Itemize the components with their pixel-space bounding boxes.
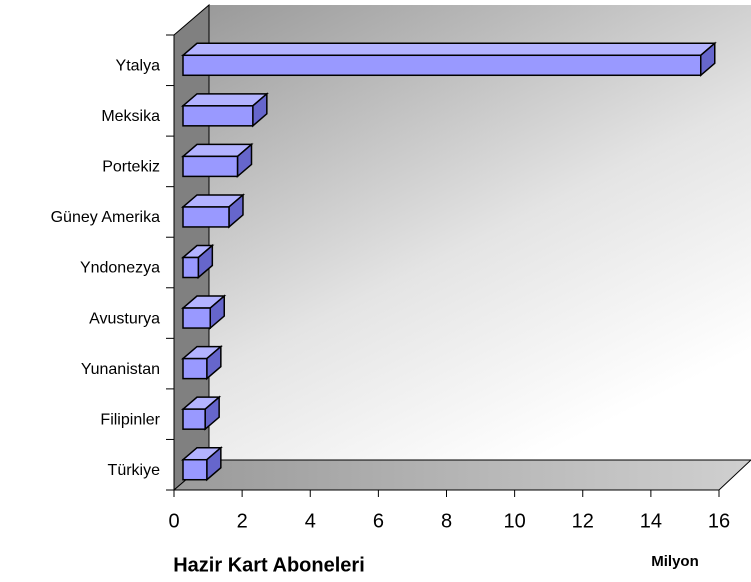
x-axis-title: Hazir Kart Aboneleri bbox=[173, 554, 365, 576]
y-tick-label: Meksika bbox=[101, 108, 160, 125]
x-tick-label: 10 bbox=[504, 510, 526, 532]
unit-label: Milyon bbox=[651, 553, 699, 570]
y-tick-label: Ytalya bbox=[116, 57, 161, 74]
bar bbox=[182, 256, 200, 279]
y-tick-label: Güney Amerika bbox=[51, 209, 160, 226]
x-tick-label: 14 bbox=[640, 510, 662, 532]
y-tick-label: Avusturya bbox=[89, 310, 160, 327]
back-wall bbox=[209, 5, 751, 460]
y-tick-label: Yndonezya bbox=[80, 260, 160, 277]
y-tick-label: Filipinler bbox=[100, 411, 160, 428]
bar bbox=[182, 458, 208, 481]
bar bbox=[182, 206, 230, 228]
bar bbox=[182, 105, 254, 127]
x-tick-label: 8 bbox=[441, 510, 452, 532]
y-tick-label: Portekiz bbox=[102, 159, 160, 176]
y-tick-label: Türkiye bbox=[108, 462, 161, 479]
bar bbox=[182, 357, 208, 380]
bar bbox=[182, 307, 211, 329]
floor bbox=[172, 459, 751, 491]
bar bbox=[182, 54, 702, 77]
x-tick-label: 16 bbox=[708, 510, 730, 532]
bar bbox=[182, 408, 206, 430]
bar-top bbox=[180, 42, 717, 57]
x-tick-label: 0 bbox=[168, 510, 179, 532]
x-tick-label: 6 bbox=[373, 510, 384, 532]
x-tick-label: 4 bbox=[305, 510, 316, 532]
x-tick-label: 2 bbox=[237, 510, 248, 532]
x-tick-label: 12 bbox=[572, 510, 594, 532]
bar bbox=[182, 155, 239, 178]
y-tick-label: Yunanistan bbox=[81, 361, 160, 378]
